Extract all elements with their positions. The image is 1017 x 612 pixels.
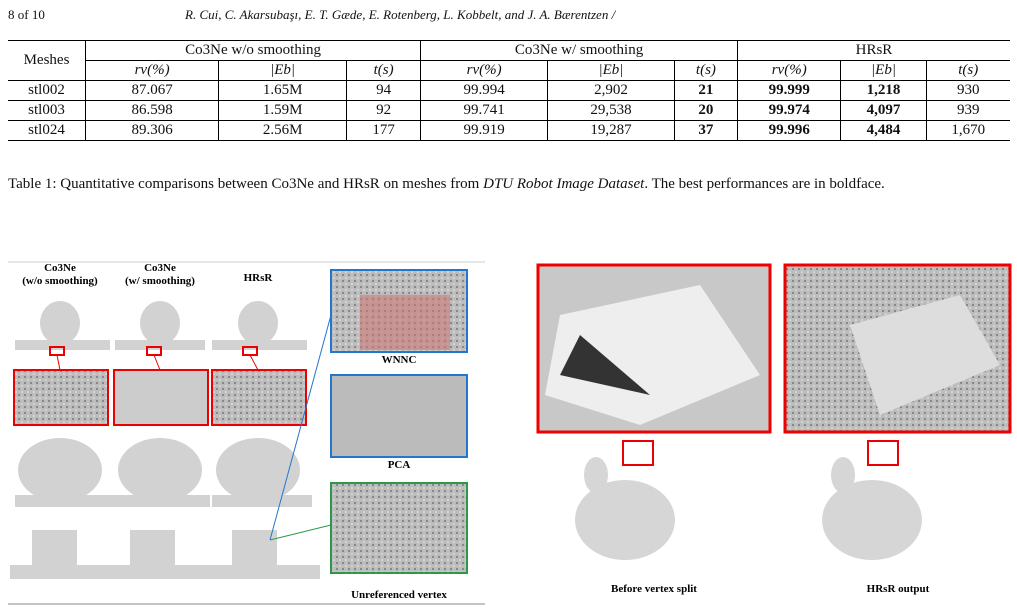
cell: 94: [346, 80, 421, 101]
column-label: HRsR: [244, 272, 274, 284]
cell: 99.994: [420, 80, 548, 101]
results-table: Meshes Co3Ne w/o smoothing Co3Ne w/ smooth…: [8, 40, 1010, 141]
inset-label: WNNC: [382, 354, 417, 366]
table-caption: Table 1: Quantitative comparisons betwee…: [8, 173, 1010, 195]
column-label: Co3Ne: [44, 262, 76, 274]
data-row: stl024 89.306 2.56M 177 99.919 19,287 37 99.996…: [8, 120, 1010, 141]
subheader: rv(%): [420, 60, 548, 81]
subheader: |Eb|: [840, 60, 927, 81]
cell: 1.65M: [218, 80, 347, 101]
corner: Meshes: [8, 40, 86, 81]
row-header: stl003: [8, 100, 86, 121]
group-header: HRsR: [736, 40, 1010, 61]
cell: 29,538: [547, 100, 675, 121]
cell: 1,670: [925, 120, 1010, 141]
column-label: (w/ smoothing): [125, 275, 195, 287]
cell: 19,287: [547, 120, 675, 141]
left-renders: [10, 269, 468, 579]
row-header: stl002: [8, 80, 86, 101]
inset-label: PCA: [388, 459, 411, 471]
cell: 92: [346, 100, 421, 121]
cell: 99.919: [420, 120, 548, 141]
cell: 86.598: [84, 100, 219, 121]
subheader: |Eb|: [547, 60, 675, 81]
cell: 37: [673, 120, 738, 141]
inset-label: Unreferenced vertex: [351, 589, 447, 601]
subheader: t(s): [673, 60, 738, 81]
caption-text: Table 1: Quantitative comparisons betwee…: [8, 176, 484, 192]
cell: 1,218: [840, 80, 927, 101]
cell: 4,097: [840, 100, 927, 121]
cell: 177: [346, 120, 421, 141]
column-label: (w/o smoothing): [22, 275, 98, 287]
subheader: |Eb|: [218, 60, 347, 81]
right-renders: [536, 263, 1012, 560]
subheader: t(s): [346, 60, 421, 81]
data-row: stl002 87.067 1.65M 94 99.994 2,902 21 99.999 1,…: [8, 80, 1010, 101]
cell: 4,484: [840, 120, 927, 141]
header-row: Meshes Co3Ne w/o smoothing Co3Ne w/ smooth…: [8, 40, 1010, 81]
cell: 2,902: [547, 80, 675, 101]
caption-dataset: DTU Robot Image Dataset: [483, 176, 645, 192]
cell: 89.306: [84, 120, 219, 141]
cell: 99.999: [736, 80, 841, 101]
subheader: rv(%): [736, 60, 841, 81]
cell: 99.741: [420, 100, 548, 121]
group-header: Co3Ne w/o smoothing: [84, 40, 421, 61]
cell: 21: [673, 80, 738, 101]
running-head: R. Cui, C. Akarsubaşı, E. T. Gæde, E. Ro…: [185, 7, 616, 22]
subheader-row: rv(%) |Eb| t(s) rv(%) |Eb| t(s) rv(%) |Eb| t(s): [8, 60, 1010, 81]
cell: 930: [925, 80, 1010, 101]
render-label: Before vertex split: [611, 583, 697, 595]
cell: 2.56M: [218, 120, 347, 141]
cell: 20: [673, 100, 738, 121]
render-label: HRsR output: [867, 583, 930, 595]
cell: 99.996: [736, 120, 841, 141]
cell: 99.974: [736, 100, 841, 121]
page-number: 8 of 10: [8, 7, 45, 22]
subheader: t(s): [925, 60, 1010, 81]
group-header: Co3Ne w/ smoothing: [420, 40, 738, 61]
cell: 1.59M: [218, 100, 347, 121]
figures: Co3Ne(w/o smoothing)Co3Ne(w/ smoothing) H…: [8, 261, 1012, 605]
subheader: rv(%): [84, 60, 219, 81]
cell: 87.067: [84, 80, 219, 101]
cell: 939: [925, 100, 1010, 121]
column-label: Co3Ne: [144, 262, 176, 274]
caption-text: . The best performances are in boldface.: [644, 176, 885, 192]
data-row: stl003 86.598 1.59M 92 99.741 29,538 20 99.974 4…: [8, 100, 1010, 121]
row-header: stl024: [8, 120, 86, 141]
